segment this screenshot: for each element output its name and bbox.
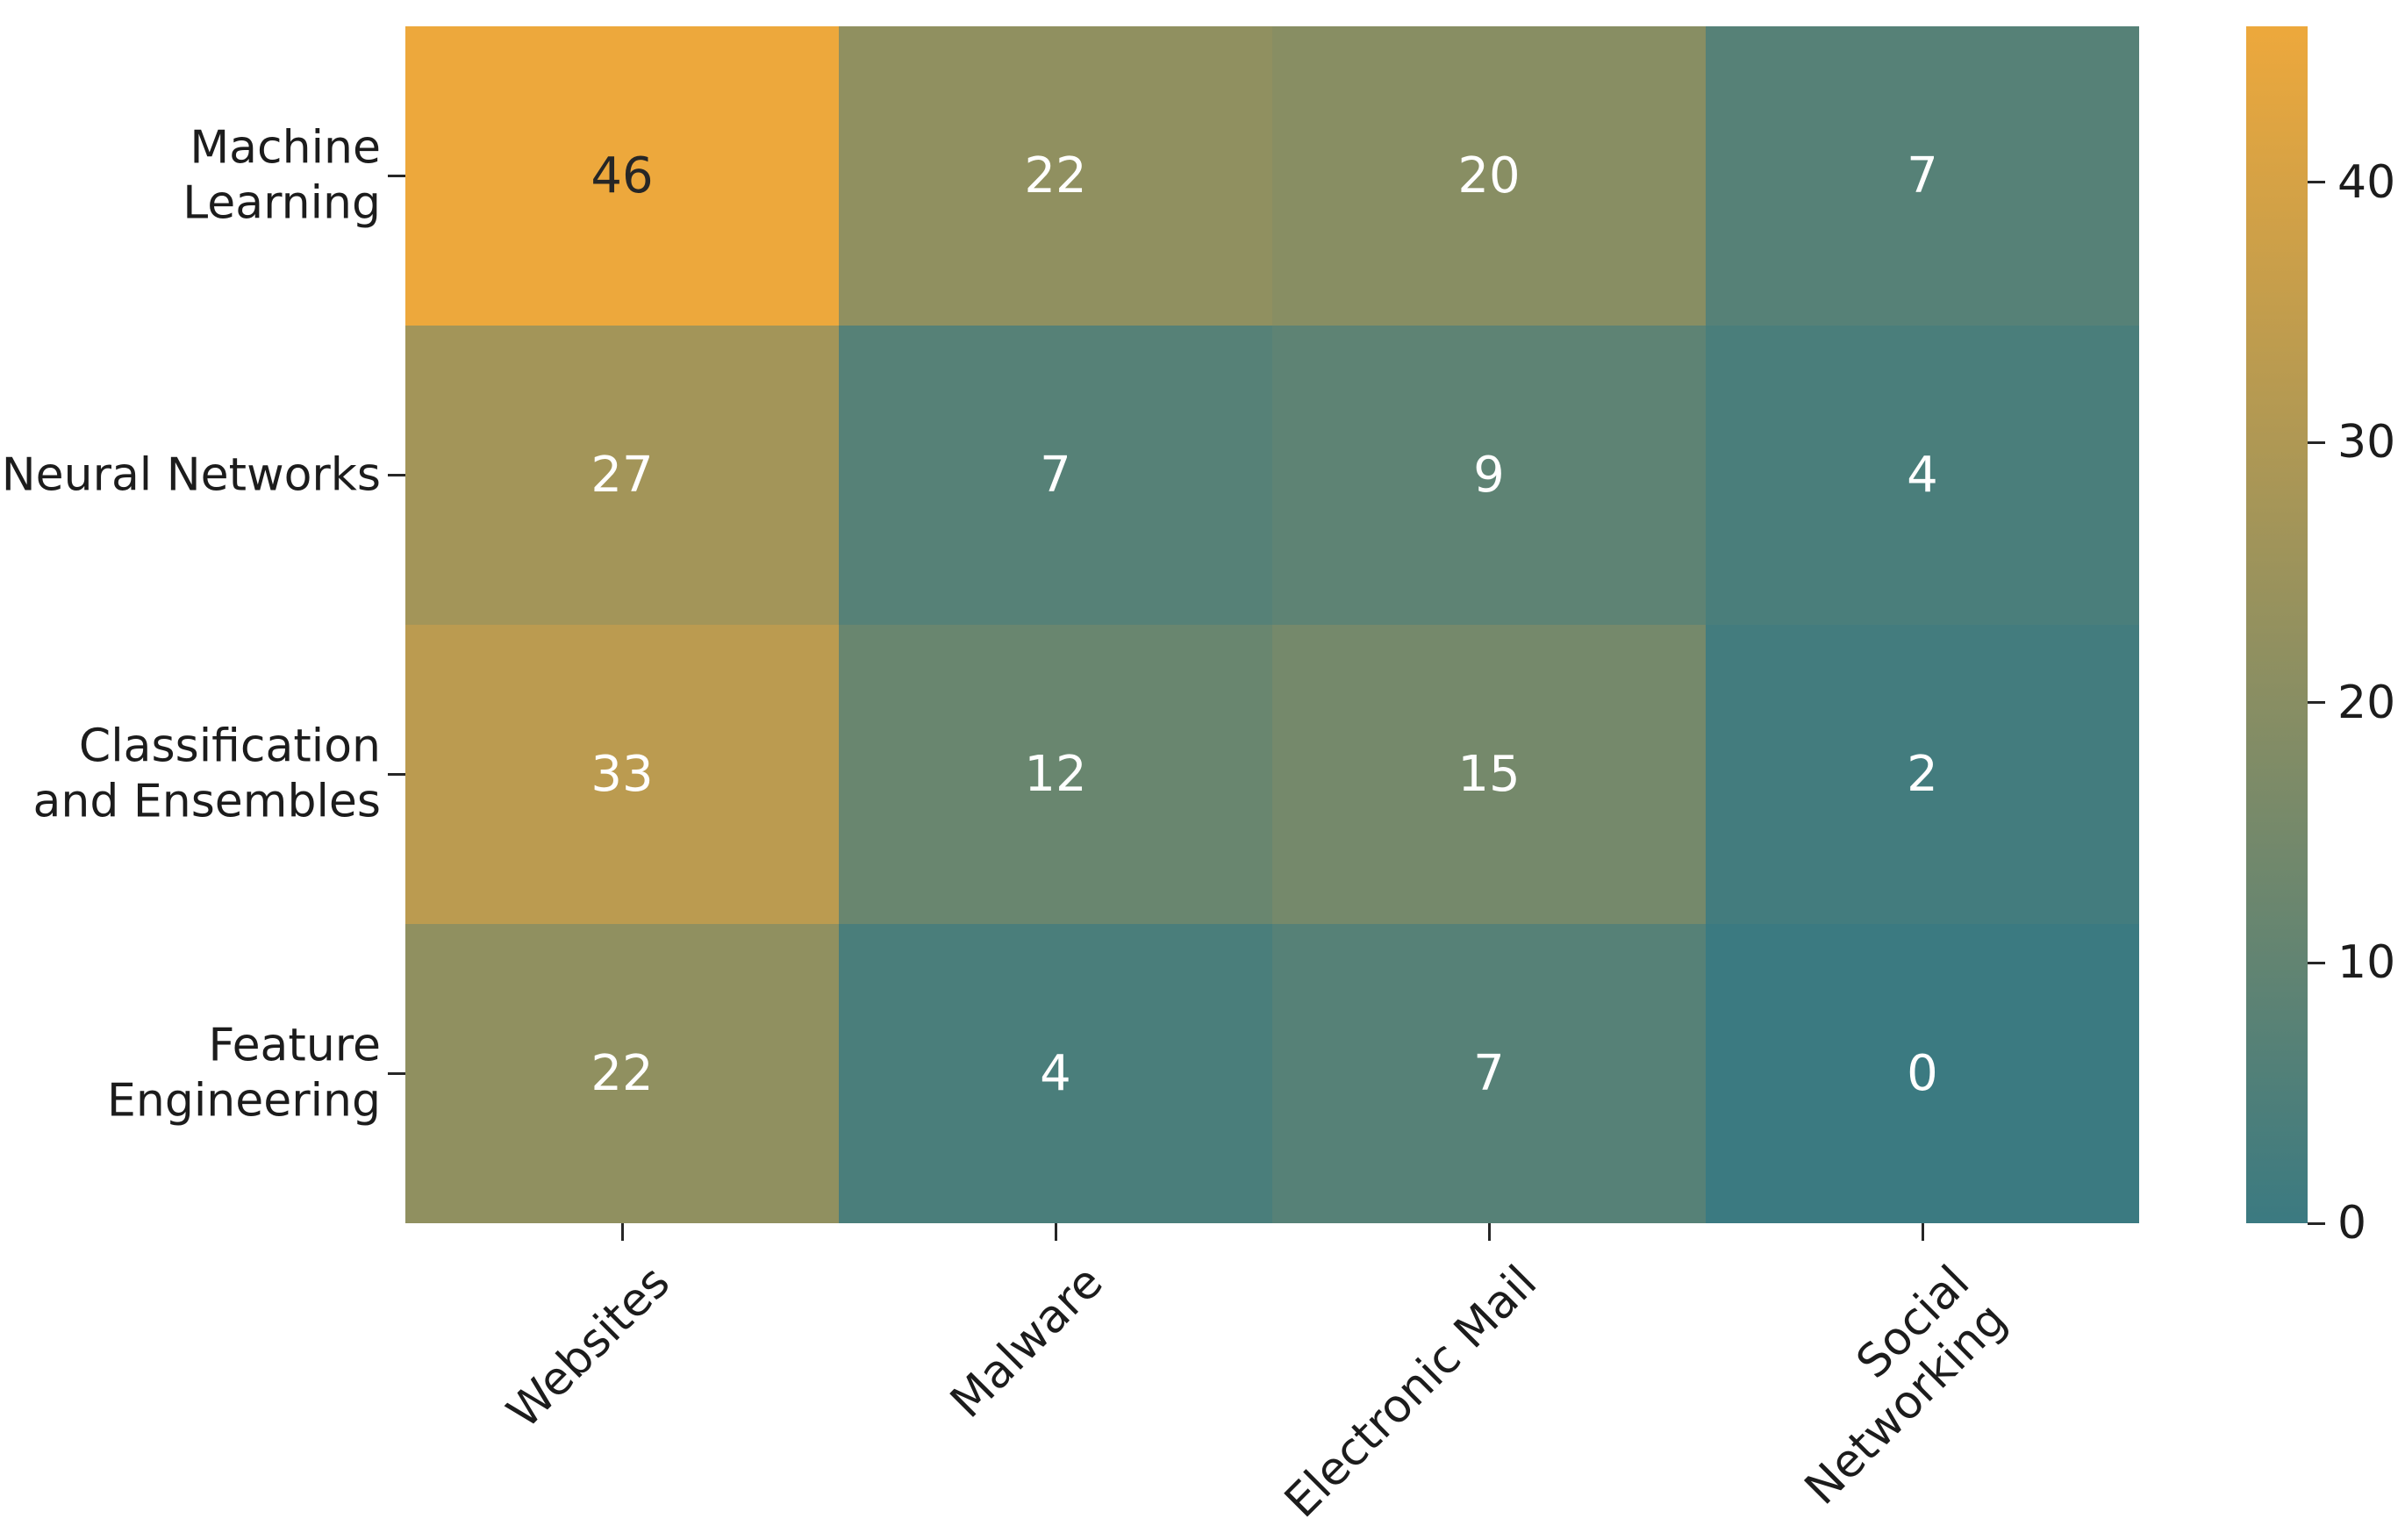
cell-value: 46 [591,147,654,204]
heatmap-cell: 22 [405,924,839,1223]
heatmap-plot-area: 46 22 20 7 27 7 9 4 33 12 15 2 22 4 7 0 [405,26,2139,1223]
cell-value: 2 [1907,745,1938,803]
cell-value: 15 [1457,745,1521,803]
cell-value: 9 [1473,446,1505,504]
x-axis-tick [1921,1223,1924,1241]
colorbar [2246,26,2308,1223]
x-axis-tick [1054,1223,1057,1241]
cell-value: 12 [1024,745,1087,803]
colorbar-tick-label: 0 [2337,1197,2367,1250]
heatmap-cell: 15 [1272,625,1706,924]
cell-value: 7 [1040,446,1071,504]
x-axis-tick [620,1223,624,1241]
y-axis-label: Feature Engineering [107,1019,381,1128]
colorbar-tick [2308,181,2325,184]
cell-value: 27 [591,446,654,504]
y-axis-label: Classification and Ensembles [32,720,381,828]
y-axis-tick [388,175,405,177]
y-axis-label: Machine Learning [183,121,381,230]
cell-value: 22 [1024,147,1087,204]
colorbar-tick-label: 20 [2337,676,2396,729]
heatmap-cell: 2 [1706,625,2139,924]
colorbar-tick-label: 40 [2337,155,2396,209]
heatmap-cell: 0 [1706,924,2139,1223]
y-axis-tick [388,474,405,476]
x-axis-tick [1487,1223,1491,1241]
y-axis-tick [388,1072,405,1075]
cell-value: 33 [591,745,654,803]
colorbar-tick [2308,441,2325,444]
cell-value: 22 [591,1044,654,1102]
heatmap-cell: 33 [405,625,839,924]
heatmap-cell: 46 [405,26,839,326]
heatmap-cell: 12 [839,625,1272,924]
colorbar-tick-label: 30 [2337,416,2396,469]
y-axis-tick [388,773,405,776]
colorbar-tick-label: 10 [2337,936,2396,990]
x-axis-label: Electronic Mail [1274,1256,1547,1529]
cell-value: 20 [1457,147,1521,204]
colorbar-tick [2308,961,2325,964]
cell-value: 7 [1907,147,1938,204]
heatmap-cell: 27 [405,326,839,625]
x-axis-label: Social Networking [1795,1256,2018,1515]
cell-value: 4 [1907,446,1938,504]
heatmap-cell: 7 [1272,924,1706,1223]
cell-value: 0 [1907,1044,1938,1102]
heatmap-cell: 7 [839,326,1272,625]
cell-value: 7 [1473,1044,1505,1102]
y-axis-label: Neural Networks [1,448,381,501]
heatmap-cell: 22 [839,26,1272,326]
heatmap-cell: 20 [1272,26,1706,326]
cell-value: 4 [1040,1044,1071,1102]
x-axis-label: Websites [497,1256,680,1439]
x-axis-label: Malware [941,1256,1113,1429]
colorbar-tick [2308,1221,2325,1225]
heatmap-cell: 4 [1706,326,2139,625]
heatmap-cell: 7 [1706,26,2139,326]
colorbar-tick [2308,701,2325,705]
heatmap-cell: 9 [1272,326,1706,625]
heatmap-cell: 4 [839,924,1272,1223]
